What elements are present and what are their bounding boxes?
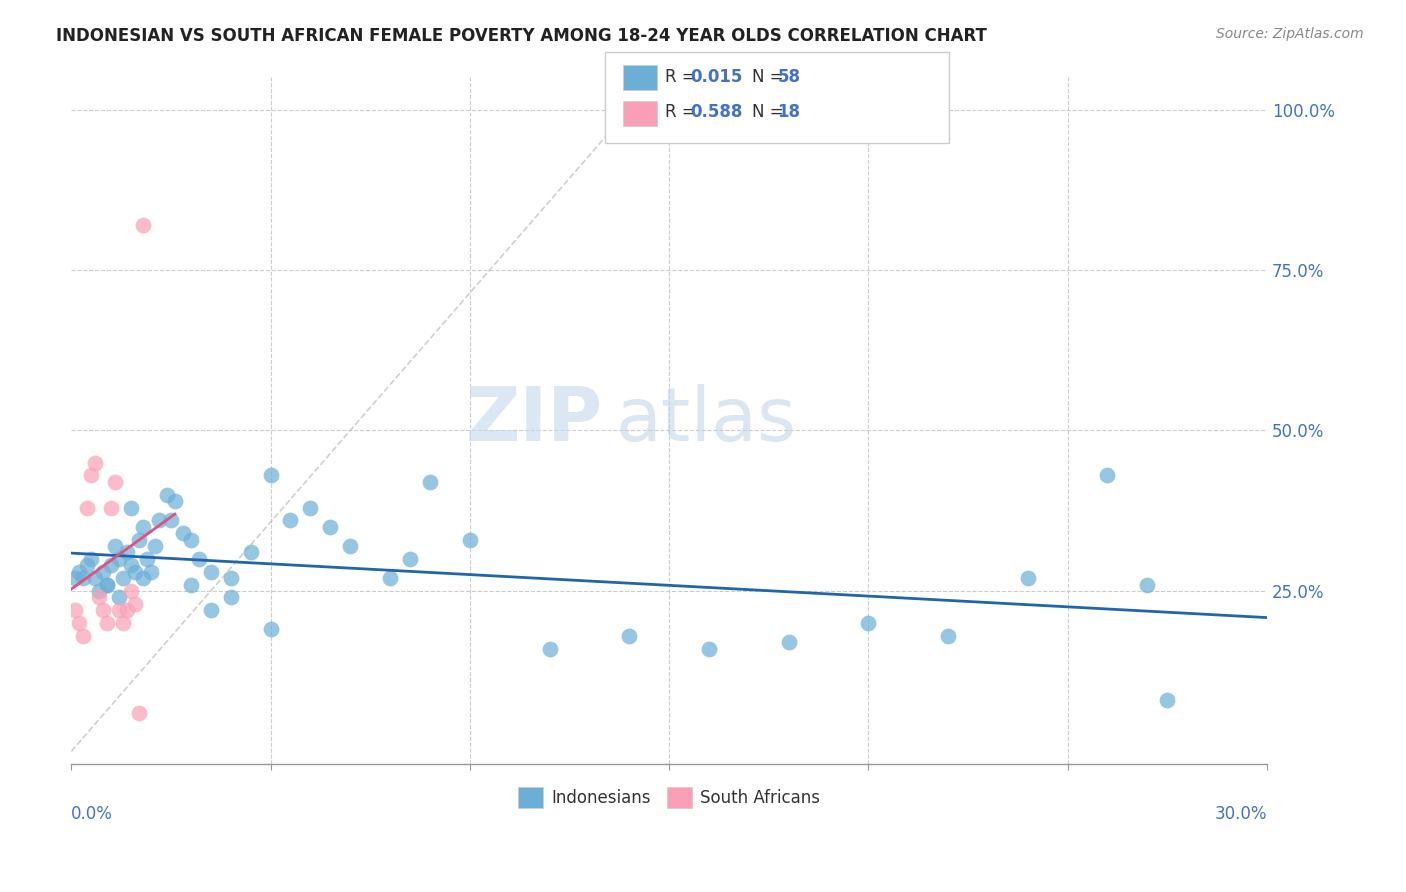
Point [115, 545, 138, 559]
Point [280, 513, 302, 527]
Point [1156, 693, 1178, 707]
Point [80, 552, 103, 566]
Point [108, 591, 131, 605]
Point [67, 565, 90, 579]
Point [239, 545, 262, 559]
Text: 58: 58 [778, 68, 800, 86]
Point [124, 565, 146, 579]
Text: ZIP: ZIP [465, 384, 603, 458]
Text: N =: N = [752, 68, 789, 86]
Point [1136, 577, 1159, 591]
Point [399, 552, 422, 566]
Point [180, 577, 202, 591]
Point [200, 603, 222, 617]
Point [104, 475, 127, 489]
Point [200, 565, 222, 579]
Point [120, 584, 142, 599]
Point [72, 571, 94, 585]
Point [128, 533, 150, 547]
Point [84, 571, 107, 585]
Point [163, 494, 186, 508]
Point [76, 500, 98, 515]
Point [160, 513, 183, 527]
Point [132, 571, 155, 585]
Point [172, 526, 194, 541]
Point [100, 558, 122, 573]
Point [136, 552, 159, 566]
Point [219, 591, 242, 605]
Point [156, 488, 179, 502]
Point [180, 533, 202, 547]
Point [299, 500, 322, 515]
Point [89, 584, 111, 599]
Point [219, 571, 242, 585]
Point [339, 539, 361, 553]
Text: atlas: atlas [616, 384, 796, 458]
Text: N =: N = [752, 103, 789, 121]
Legend: Indonesians, South Africans: Indonesians, South Africans [510, 780, 827, 814]
Point [148, 513, 170, 527]
Point [65, 603, 87, 617]
Point [89, 591, 111, 605]
Text: INDONESIAN VS SOUTH AFRICAN FEMALE POVERTY AMONG 18-24 YEAR OLDS CORRELATION CHA: INDONESIAN VS SOUTH AFRICAN FEMALE POVER… [56, 27, 987, 45]
Point [538, 641, 561, 656]
Point [104, 539, 127, 553]
Point [139, 565, 162, 579]
Point [112, 571, 135, 585]
Point [100, 500, 122, 515]
Text: 30.0%: 30.0% [1215, 805, 1267, 823]
Point [419, 475, 441, 489]
Text: 0.0%: 0.0% [72, 805, 112, 823]
Point [1017, 571, 1039, 585]
Point [936, 629, 959, 643]
Point [319, 520, 342, 534]
Point [128, 706, 150, 720]
Point [96, 615, 118, 630]
Point [108, 552, 131, 566]
Text: Source: ZipAtlas.com: Source: ZipAtlas.com [1216, 27, 1364, 41]
Point [1097, 468, 1119, 483]
Point [143, 539, 166, 553]
Point [858, 615, 880, 630]
Point [120, 558, 142, 573]
Point [96, 577, 118, 591]
Point [91, 603, 114, 617]
Text: 0.588: 0.588 [690, 103, 742, 121]
Point [378, 571, 401, 585]
Point [67, 615, 90, 630]
Point [132, 520, 155, 534]
Point [91, 565, 114, 579]
Point [115, 603, 138, 617]
Point [76, 558, 98, 573]
Point [778, 635, 800, 649]
Point [65, 571, 87, 585]
Point [697, 641, 720, 656]
Point [80, 468, 103, 483]
Point [96, 577, 118, 591]
Point [84, 456, 107, 470]
Point [112, 615, 135, 630]
Point [124, 597, 146, 611]
Point [108, 603, 131, 617]
Point [120, 500, 142, 515]
Point [132, 218, 155, 232]
Point [458, 533, 481, 547]
Text: 0.015: 0.015 [690, 68, 742, 86]
Point [72, 629, 94, 643]
Point [259, 468, 281, 483]
Point [259, 623, 281, 637]
Point [187, 552, 209, 566]
Text: 18: 18 [778, 103, 800, 121]
Text: R =: R = [665, 68, 702, 86]
Text: R =: R = [665, 103, 702, 121]
Point [619, 629, 641, 643]
